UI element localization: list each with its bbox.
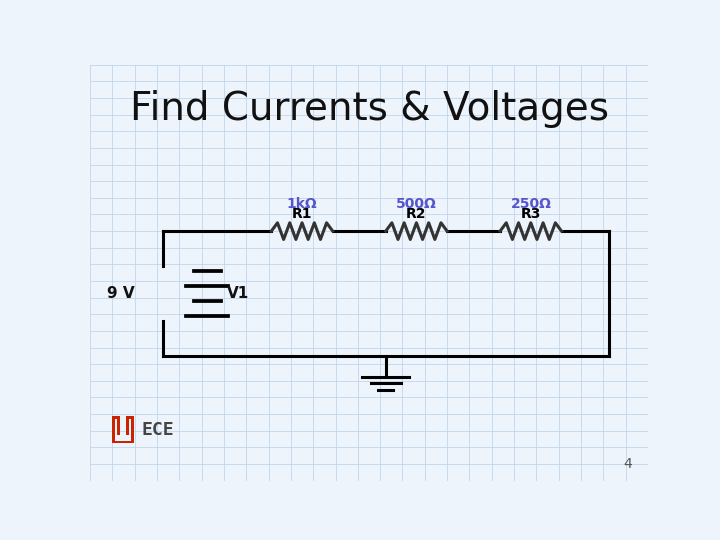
Text: ECE: ECE [141, 421, 174, 439]
Text: V1: V1 [227, 286, 249, 301]
Text: 1kΩ: 1kΩ [287, 197, 318, 211]
Text: 9 V: 9 V [107, 286, 135, 301]
Text: R2: R2 [406, 207, 427, 221]
Text: 4: 4 [624, 457, 632, 471]
Text: R1: R1 [292, 207, 312, 221]
Text: 250Ω: 250Ω [510, 197, 552, 211]
Text: 500Ω: 500Ω [396, 197, 437, 211]
Polygon shape [112, 416, 133, 443]
Polygon shape [115, 419, 131, 441]
Text: Find Currents & Voltages: Find Currents & Voltages [130, 90, 608, 128]
Text: R3: R3 [521, 207, 541, 221]
